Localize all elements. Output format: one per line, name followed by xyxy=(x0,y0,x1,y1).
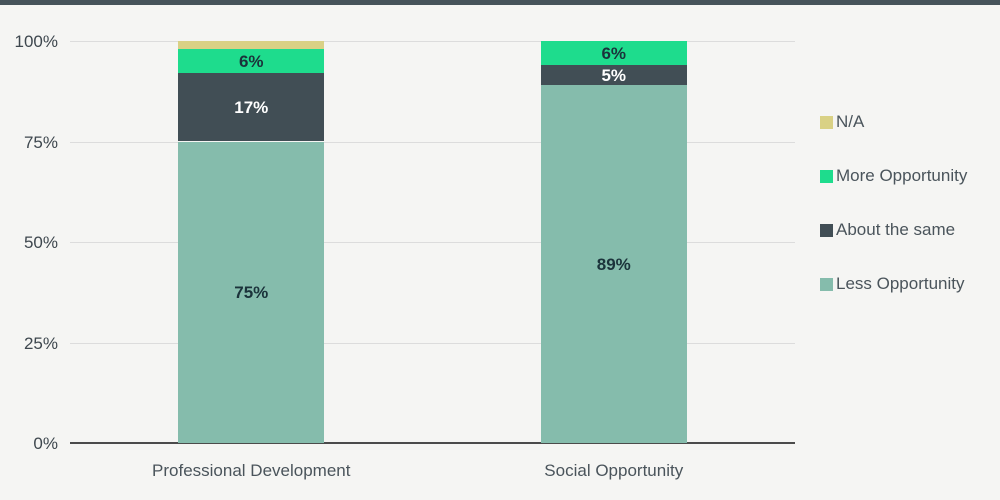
segment-value-label: 6% xyxy=(601,44,627,64)
legend-item-more-opportunity: More Opportunity xyxy=(820,166,967,186)
legend-swatch xyxy=(820,115,833,129)
legend-item-n-a: N/A xyxy=(820,112,967,132)
y-axis-tick-label: 100% xyxy=(14,32,58,51)
segment-value-label: 5% xyxy=(601,66,627,86)
bar-segment-less-opportunity xyxy=(540,85,687,443)
bar-segment-more-opportunity xyxy=(540,41,687,66)
y-axis-tick-label: 0% xyxy=(33,434,58,453)
gridline-25% xyxy=(70,342,795,344)
bar-segment-more-opportunity xyxy=(178,49,325,74)
y-axis-tick-label: 50% xyxy=(23,233,58,252)
segment-value-label: 17% xyxy=(234,98,269,118)
legend-swatch xyxy=(820,277,833,291)
legend-swatch xyxy=(820,169,833,183)
bar-segment-n-a xyxy=(178,41,325,50)
legend-label: N/A xyxy=(836,112,865,131)
legend-label: More Opportunity xyxy=(836,166,968,185)
legend-label: Less Opportunity xyxy=(836,274,965,293)
legend-item-about-the-same: About the same xyxy=(820,220,967,240)
gridline-0% xyxy=(70,442,795,444)
legend-swatch xyxy=(820,223,833,237)
bar-segment-about-the-same xyxy=(178,73,325,142)
segment-value-label: 75% xyxy=(234,283,269,303)
gridline-100% xyxy=(70,41,795,42)
y-axis-tick-label: 75% xyxy=(23,132,58,152)
gridline-75% xyxy=(70,141,795,143)
chart-legend: N/A More Opportunity About the same Less Op… xyxy=(820,112,967,328)
top-accent-bar xyxy=(0,0,1000,5)
legend-item-less-opportunity: Less Opportunity xyxy=(820,274,967,294)
y-axis-tick-label: 25% xyxy=(23,333,58,353)
bar-segment-about-the-same xyxy=(540,65,687,86)
segment-value-label: 6% xyxy=(238,52,264,72)
gridline-50% xyxy=(70,242,795,243)
legend-label: About the same xyxy=(836,220,956,239)
bar-segment-less-opportunity xyxy=(178,141,325,443)
x-axis-category-label: Social Opportunity xyxy=(544,461,684,480)
segment-value-label: 89% xyxy=(596,255,631,275)
x-axis-category-label: Professional Development xyxy=(152,461,351,480)
